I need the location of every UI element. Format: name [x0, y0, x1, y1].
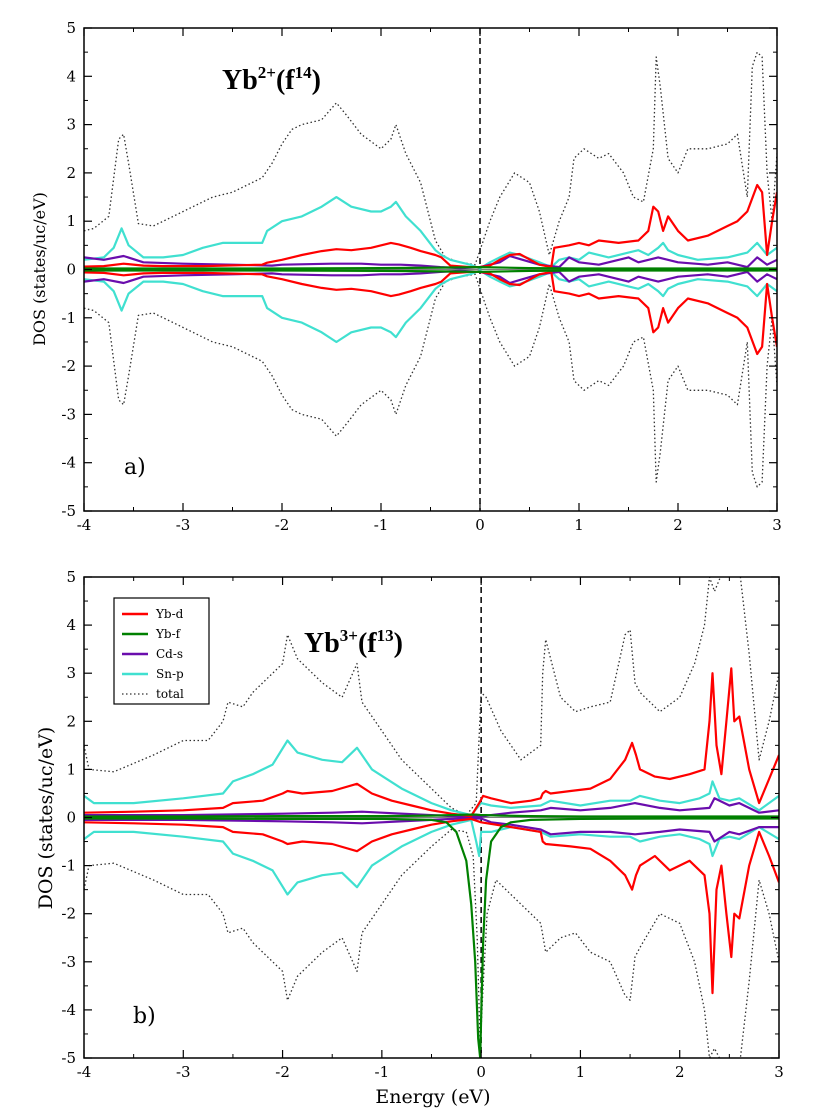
legend-label-yb-d: Yb-d [155, 607, 184, 621]
x-axis-title: Energy (eV) [375, 1086, 490, 1108]
y-tick-label: -1 [61, 309, 76, 327]
panel-title-paren: (f [276, 65, 295, 96]
series-sn-p-down [84, 818, 779, 896]
x-tick-label: -1 [375, 1063, 390, 1081]
x-tick-label: 0 [475, 516, 485, 534]
y-tick-label: -2 [61, 905, 76, 923]
series-yb-d-down [84, 817, 779, 995]
x-tick-label: -2 [275, 516, 290, 534]
y-tick-label: -3 [61, 953, 76, 971]
panel-label: a) [124, 455, 146, 480]
panel-title-close: ) [394, 628, 403, 659]
y-tick-label: 3 [66, 664, 76, 682]
panel-title-sup: 2+ [258, 63, 276, 82]
y-tick-label: -1 [61, 857, 76, 875]
panel-title: Yb3+(f13) [304, 626, 403, 659]
series-yb-d-up [84, 667, 779, 818]
y-tick-label: 2 [66, 164, 76, 182]
y-tick-label: -3 [61, 405, 76, 423]
panel-title-sup: 3+ [340, 626, 358, 645]
series-total-down [84, 828, 779, 1058]
panel-label: b) [133, 1004, 156, 1029]
series-cd-s-up [84, 797, 779, 818]
x-tick-label: -4 [77, 1063, 92, 1081]
x-tick-label: -1 [374, 516, 389, 534]
plot-area [84, 28, 777, 511]
series-yb-f-up [84, 266, 777, 270]
y-tick-label: 3 [66, 116, 76, 134]
y-tick-label: 5 [66, 19, 76, 37]
series-sn-p-up [84, 739, 779, 817]
legend-box [113, 597, 210, 705]
series-total-up [84, 51, 777, 266]
panel-title-base: Yb [304, 628, 340, 659]
series-yb-f-down [84, 817, 779, 1058]
series-total-down [84, 273, 777, 488]
panel-title-paren: (f [358, 628, 377, 659]
x-tick-label: -2 [275, 1063, 290, 1081]
legend: Yb-d Yb-f Cd-s Sn-p total [113, 597, 210, 705]
series-sn-p-up [84, 196, 777, 270]
y-axis-title: DOS (states/uc/eV) [35, 727, 57, 910]
plot-area [84, 577, 779, 1058]
y-axis-title: DOS (states/uc/eV) [30, 192, 49, 346]
y-tick-label: 1 [66, 212, 76, 230]
series-yb-d-down [84, 270, 777, 356]
panel-title: Yb2+(f14) [222, 63, 321, 96]
panel-title-close: ) [312, 65, 321, 96]
x-tick-label: 2 [675, 1063, 685, 1081]
panel-title-paren-sup: 13 [377, 626, 394, 645]
y-tick-label: 4 [66, 67, 76, 85]
y-tick-label: 1 [66, 760, 76, 778]
y-tick-label: -5 [61, 502, 76, 520]
x-tick-label: 3 [772, 516, 782, 534]
series-yb-f-up [84, 813, 779, 818]
legend-label-yb-f: Yb-f [155, 627, 182, 641]
x-tick-label: -4 [77, 516, 92, 534]
x-tick-label: -3 [176, 516, 191, 534]
legend-label-sn-p: Sn-p [156, 667, 184, 681]
y-tick-label: -4 [61, 454, 76, 472]
y-tick-label: -2 [61, 357, 76, 375]
y-tick-label: 0 [66, 809, 76, 827]
x-tick-label: 1 [574, 516, 584, 534]
x-tick-label: 1 [576, 1063, 586, 1081]
y-tick-label: 5 [66, 568, 76, 586]
series-cd-s-down [84, 817, 779, 843]
legend-label-cd-s: Cd-s [156, 647, 183, 661]
series-sn-p-down [84, 269, 777, 344]
legend-label-total: total [156, 687, 184, 701]
x-tick-label: 2 [673, 516, 683, 534]
series-total-up [84, 577, 779, 816]
x-tick-label: 0 [476, 1063, 486, 1081]
series-yb-d-up [84, 183, 777, 269]
y-tick-label: 2 [66, 712, 76, 730]
y-tick-label: 0 [66, 261, 76, 279]
panel-title-base: Yb [222, 65, 258, 96]
panel-title-paren-sup: 14 [295, 63, 313, 82]
x-tick-label: -3 [176, 1063, 191, 1081]
y-tick-label: -5 [61, 1049, 76, 1067]
series-yb-f-down [84, 269, 777, 273]
x-tick-label: 3 [774, 1063, 784, 1081]
y-tick-label: 4 [66, 616, 76, 634]
y-tick-label: -4 [61, 1001, 76, 1019]
